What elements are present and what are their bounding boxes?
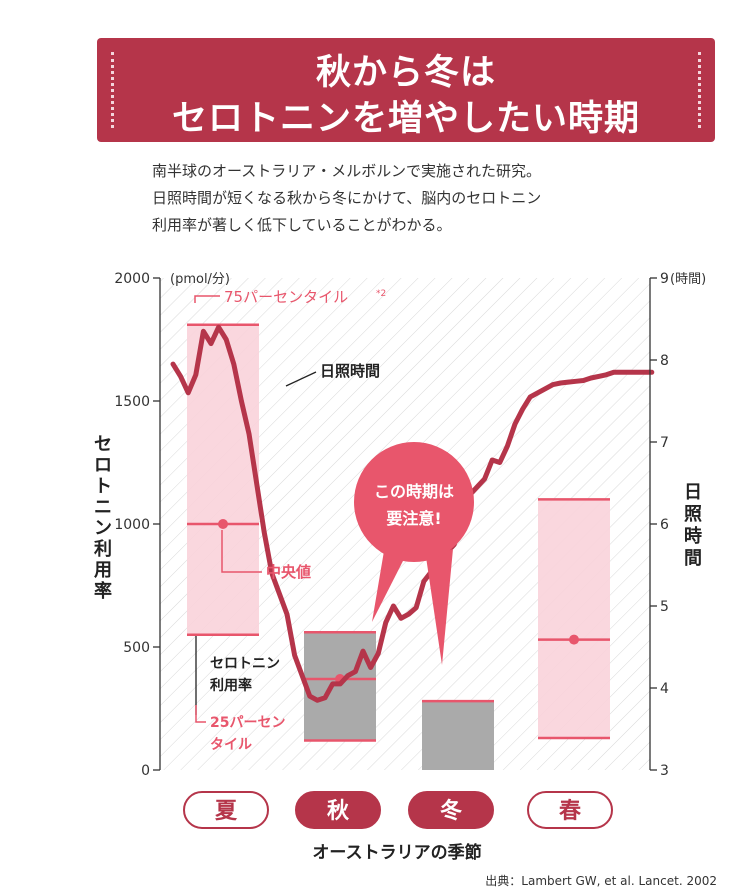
svg-text:ニ: ニ [94, 497, 112, 518]
p25-leader [195, 705, 206, 723]
right-axis-title: 日照時間 [684, 482, 702, 569]
banner-ribbon-right [698, 52, 701, 128]
daylight-leader [285, 371, 317, 387]
source-citation: 出典：Lambert GW, et al. Lancet. 2002 [485, 874, 717, 888]
season-label-秋: 秋 [327, 799, 350, 824]
description-line-1: 南半球のオーストラリア・メルボルンで実施された研究。 [152, 162, 541, 180]
svg-text:ン: ン [94, 518, 112, 539]
p75-note: *2 [376, 289, 386, 299]
x-axis-title: オーストラリアの季節 [312, 842, 481, 863]
median-dot-夏 [218, 519, 228, 529]
season-pill-冬 [408, 791, 494, 829]
left-tick-label-0: 0 [141, 763, 150, 779]
box-layer [187, 323, 610, 770]
season-label-夏: 夏 [215, 799, 238, 824]
right-tick-label-8: 8 [660, 353, 669, 369]
season-pill-夏 [183, 791, 269, 829]
title-banner: 秋から冬は セロトニンを増やしたい時期 [97, 38, 715, 142]
right-axis-unit: (時間) [670, 272, 706, 287]
callout-line-1: この時期は [374, 482, 454, 501]
svg-text:照: 照 [684, 504, 702, 525]
daylight-layer [170, 324, 655, 703]
median-leader [221, 530, 262, 573]
p25-label-2: タイル [210, 737, 252, 753]
box-春 [538, 499, 610, 739]
season-label-冬: 冬 [440, 798, 462, 824]
svg-text:ト: ト [94, 476, 112, 497]
callout-tail-left [372, 545, 405, 622]
description-line-2: 日照時間が短くなる秋から冬にかけて、脳内のセロトニン [152, 189, 542, 207]
title-line-2: セロトニンを増やしたい時期 [171, 99, 640, 139]
svg-text:利: 利 [94, 538, 112, 560]
description-line-3: 利用率が著しく低下していることがわかる。 [152, 216, 452, 234]
right-tick-label-5: 5 [660, 599, 669, 615]
left-tick-label-1000: 1000 [114, 517, 150, 533]
left-tick-label-1500: 1500 [114, 394, 150, 410]
banner-ribbon-left [111, 52, 114, 128]
season-pill-秋 [295, 791, 381, 829]
rate-label-2: 利用率 [210, 677, 252, 694]
left-tick-label-500: 500 [123, 640, 150, 656]
callout-bubble [354, 442, 474, 562]
svg-text:日: 日 [684, 482, 702, 503]
svg-text:ロ: ロ [94, 455, 112, 476]
right-tick-label-3: 3 [660, 763, 669, 779]
left-axis-unit: (pmol/分) [170, 272, 230, 287]
right-tick-label-4: 4 [660, 681, 669, 697]
axes-layer: 0 500 1000 1500 2000 3 4 5 6 7 8 9 (pmol/分) (時間) セロトニン… [94, 271, 706, 863]
callout-tail-right [426, 549, 453, 665]
right-tick-label-9: 9 [660, 271, 669, 287]
daylight-label: 日照時間 [320, 362, 380, 380]
season-label-春: 春 [559, 799, 581, 824]
title-line-1: 秋から冬は [315, 53, 496, 93]
p75-label: 75パーセンタイル [224, 288, 348, 306]
season-pill-春 [527, 791, 613, 829]
svg-text:用: 用 [94, 560, 112, 581]
rate-label-1: セロトニン [210, 656, 280, 672]
svg-text:セ: セ [94, 434, 112, 455]
median-dot-春 [569, 634, 579, 645]
svg-text:率: 率 [94, 580, 112, 602]
callout-line-2: 要注意! [386, 509, 441, 528]
box-夏 [187, 324, 259, 635]
p25-label-1: 25パーセン [210, 715, 285, 731]
description: 南半球のオーストラリア・メルボルンで実施された研究。 日照時間が短くなる秋から冬… [152, 158, 672, 239]
right-tick-label-7: 7 [660, 435, 669, 451]
left-tick-label-2000: 2000 [114, 271, 150, 287]
median-label: 中央値 [266, 563, 311, 581]
svg-text:間: 間 [684, 548, 702, 569]
p75-leader [194, 295, 220, 303]
box-冬 [422, 701, 494, 770]
svg-text:時: 時 [684, 526, 702, 547]
right-tick-label-6: 6 [660, 517, 669, 533]
daylight-line [170, 324, 655, 703]
